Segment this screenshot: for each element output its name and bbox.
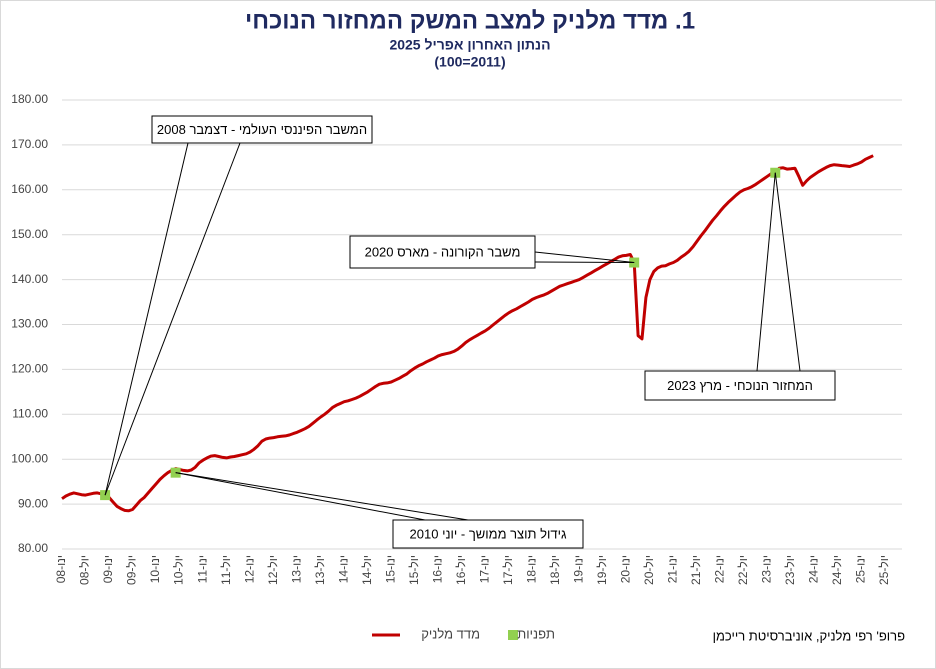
leader-line: [175, 472, 426, 521]
x-tick-label: יול-17: [501, 555, 515, 585]
x-tick-label: יול-11: [219, 555, 233, 585]
annotation-box: [392, 519, 584, 549]
x-tick-label: ינו-19: [571, 555, 585, 583]
x-tick-label: ינו-17: [477, 555, 491, 583]
leader-line: [104, 142, 241, 496]
x-tick-label: ינו-23: [760, 555, 774, 583]
annotation-box: [349, 235, 536, 269]
x-tick-label: יול-23: [783, 555, 797, 585]
x-tick-label: יול-14: [360, 555, 374, 585]
y-tick-label: 170.00: [11, 137, 48, 151]
x-tick-label: יול-20: [642, 555, 656, 585]
y-tick-label: 180.00: [11, 92, 48, 106]
y-tick-label: 110.00: [12, 406, 48, 420]
annotation-text: המשבר הפיננסי העולמי - דצמבר 2008: [157, 122, 367, 137]
annotation-box: [644, 370, 836, 401]
leader-line: [175, 472, 469, 521]
annotation-text: גידול תוצר ממושך - יוני 2010: [410, 526, 567, 541]
source-note: פרופ' רפי מלניק, אוניברסיטת רייכמן: [713, 628, 905, 643]
annotation-text: המחזור הנוכחי - מרץ 2023: [667, 378, 813, 393]
y-tick-label: 160.00: [11, 182, 48, 196]
x-tick-label: יול-24: [830, 555, 844, 585]
y-tick-label: 100.00: [11, 451, 48, 465]
leader-line: [534, 251, 635, 264]
x-tick-label: יול-15: [407, 555, 421, 585]
data-line: [61, 154, 874, 513]
leader-line: [534, 261, 635, 264]
legend-label: תפניות: [517, 626, 555, 641]
x-tick-label: ינו-10: [148, 555, 162, 583]
x-tick-label: יול-16: [454, 555, 468, 585]
x-tick-label: ינו-14: [336, 555, 350, 583]
y-tick-label: 150.00: [11, 227, 48, 241]
y-tick-label: 90.00: [18, 496, 48, 510]
chart-subtitle: הנתון האחרון אפריל 2025: [389, 37, 550, 53]
x-tick-label: ינו-12: [242, 555, 256, 583]
base-note: (100=2011): [434, 54, 505, 70]
x-tick-label: יול-18: [548, 555, 562, 585]
x-tick-label: ינו-21: [666, 555, 680, 583]
legend-swatch: [508, 630, 518, 640]
x-tick-label: יול-22: [736, 555, 750, 585]
x-tick-label: ינו-22: [713, 555, 727, 583]
x-tick-label: ינו-15: [383, 555, 397, 583]
x-tick-label: יול-10: [172, 555, 186, 585]
x-tick-label: ינו-11: [195, 555, 209, 583]
x-tick-label: ינו-13: [289, 555, 303, 583]
x-tick-label: יול-25: [877, 555, 891, 585]
x-tick-label: ינו-09: [101, 555, 115, 583]
x-tick-label: ינו-16: [430, 555, 444, 583]
y-tick-label: 80.00: [18, 541, 48, 555]
annotation-box: [151, 115, 373, 144]
x-tick-label: יול-08: [78, 555, 92, 585]
y-tick-label: 140.00: [11, 272, 48, 286]
x-tick-label: ינו-25: [854, 555, 868, 583]
leader-line: [104, 142, 189, 496]
x-tick-label: ינו-18: [524, 555, 538, 583]
x-tick-label: ינו-20: [619, 555, 633, 583]
x-tick-label: ינו-24: [807, 555, 821, 583]
x-tick-label: יול-09: [125, 555, 139, 585]
x-tick-label: יול-13: [313, 555, 327, 585]
chart-title: 1. מדד מלניק למצב המשק המחזור הנוכחי: [245, 7, 695, 34]
y-tick-label: 120.00: [11, 362, 48, 376]
legend-label: מדד מלניק: [421, 626, 480, 641]
y-tick-label: 130.00: [11, 317, 48, 331]
leader-line: [756, 172, 776, 372]
x-tick-label: יול-19: [595, 555, 609, 585]
x-tick-label: יול-12: [266, 555, 280, 585]
x-tick-label: יול-21: [689, 555, 703, 585]
annotation-text: משבר הקורונה - מארס 2020: [365, 244, 521, 259]
leader-line: [774, 172, 801, 372]
x-tick-label: ינו-08: [54, 555, 68, 583]
